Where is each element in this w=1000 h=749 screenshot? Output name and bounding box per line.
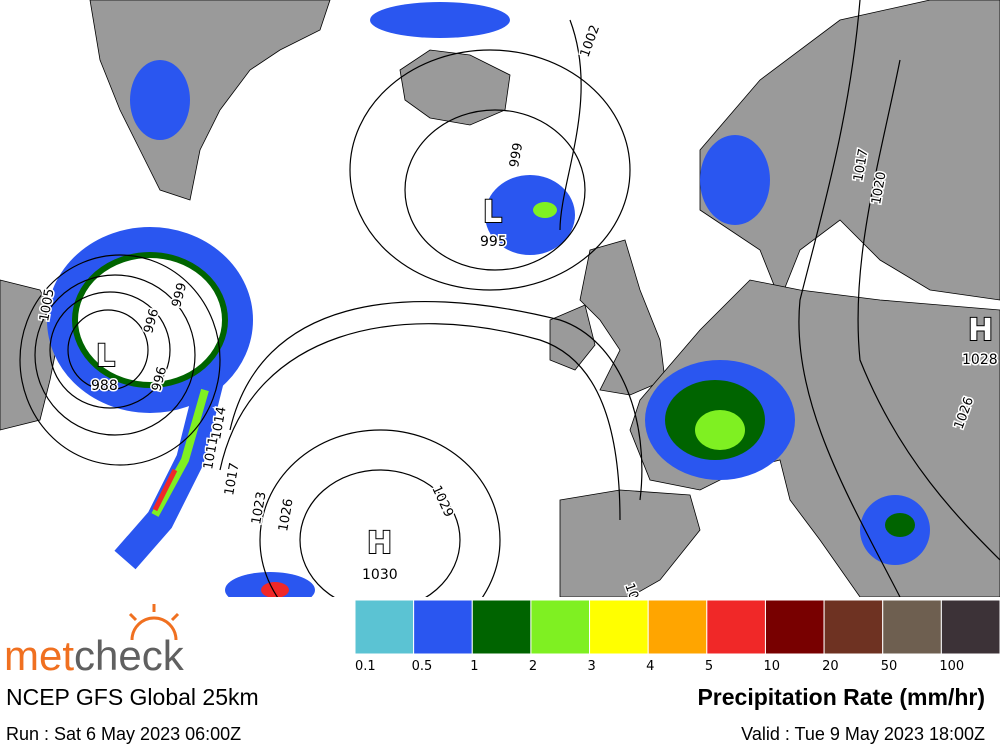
precip-area <box>370 2 510 38</box>
legend-swatch <box>354 599 415 655</box>
pressure-symbol: H <box>968 313 993 348</box>
legend-swatch <box>764 599 825 655</box>
legend-label: 3 <box>588 659 596 674</box>
isobar <box>34 274 196 436</box>
logo-part: check <box>74 632 185 679</box>
pressure-symbol: L <box>96 339 115 374</box>
legend-swatch <box>647 599 708 655</box>
legend-title: Precipitation Rate (mm/hr) <box>697 684 985 710</box>
pressure-value: 1028 <box>962 352 998 368</box>
legend-label: 0.1 <box>355 659 376 674</box>
isobar <box>857 59 1000 561</box>
legend-swatch <box>940 599 1000 655</box>
isobar <box>559 19 582 231</box>
isobar <box>349 49 631 291</box>
legend: 0.1 0.5 1 2 3 4 5 10 20 50 100 <box>354 599 1000 674</box>
isobar-label: 1017 <box>851 147 872 182</box>
precip-band <box>152 468 178 512</box>
legend-swatch <box>589 599 649 655</box>
precip-band <box>151 388 209 517</box>
logo: metcheck <box>4 632 185 679</box>
precip-band <box>47 227 253 413</box>
isobar <box>19 254 221 466</box>
legend-swatch <box>413 599 473 655</box>
legend-label: 100 <box>939 659 964 674</box>
isobar-label: 1014 <box>209 405 230 440</box>
pressure-value: 995 <box>480 234 507 250</box>
isobar-label: 1011 <box>201 435 222 470</box>
isobar-label: 1020 <box>869 170 890 205</box>
map: 1002 999 1005 999 996 996 1014 1011 1017… <box>0 0 1000 651</box>
isobar <box>404 109 586 271</box>
isobar <box>49 291 171 409</box>
greenland <box>89 0 331 201</box>
legend-label: 5 <box>705 659 713 674</box>
legend-label: 20 <box>822 659 839 674</box>
isobar <box>798 0 901 598</box>
logo-sun <box>128 604 180 641</box>
pressure-symbol: H <box>367 526 392 561</box>
logo-ray <box>170 612 180 622</box>
legend-swatch <box>530 599 591 655</box>
isobar-label: 1005 <box>37 287 58 322</box>
precip-area <box>130 60 190 140</box>
legend-label: 50 <box>881 659 898 674</box>
precipitation <box>47 2 930 608</box>
model-name: NCEP GFS Global 25km <box>6 684 259 710</box>
ireland <box>549 304 596 371</box>
legend-swatch <box>706 599 766 655</box>
isobar-label: 1023 <box>249 490 270 525</box>
isobar <box>219 323 621 521</box>
pressure-symbol: L <box>483 195 502 230</box>
logo-ray <box>128 612 138 622</box>
isobars <box>19 0 1000 651</box>
logo-part: met <box>4 632 74 679</box>
pressure-value: 988 <box>91 378 118 394</box>
precip-band <box>72 252 228 388</box>
precip-area <box>695 410 745 450</box>
isobar-label: 1017 <box>222 461 243 496</box>
pressure-value: 1030 <box>362 567 398 583</box>
footer: metcheck NCEP GFS Global 25km Run : Sat … <box>0 597 1000 749</box>
legend-swatch <box>823 599 884 655</box>
legend-label: 4 <box>646 659 654 674</box>
precip-area <box>885 513 915 537</box>
precip-area <box>485 175 575 255</box>
isobar-label: 1026 <box>276 497 297 532</box>
isobar <box>67 309 149 391</box>
legend-label: 2 <box>529 659 537 674</box>
run-time: Run : Sat 6 May 2023 06:00Z <box>6 724 241 744</box>
legend-swatch <box>471 599 532 655</box>
valid-time: Valid : Tue 9 May 2023 18:00Z <box>741 724 985 744</box>
legend-label: 10 <box>763 659 780 674</box>
legend-label: 0.5 <box>412 659 433 674</box>
scandinavia <box>699 0 1000 302</box>
legend-swatch <box>882 599 942 655</box>
isobar-label: 999 <box>507 142 526 169</box>
pressure-centers: L 995 L 988 H 1030 H 1028 <box>90 194 1000 585</box>
isobar <box>229 300 643 501</box>
logo-arc <box>130 616 178 641</box>
precip-area <box>533 202 557 218</box>
legend-label: 1 <box>470 659 478 674</box>
precip-area <box>700 135 770 225</box>
precip-area <box>261 582 289 598</box>
uk <box>579 239 666 396</box>
